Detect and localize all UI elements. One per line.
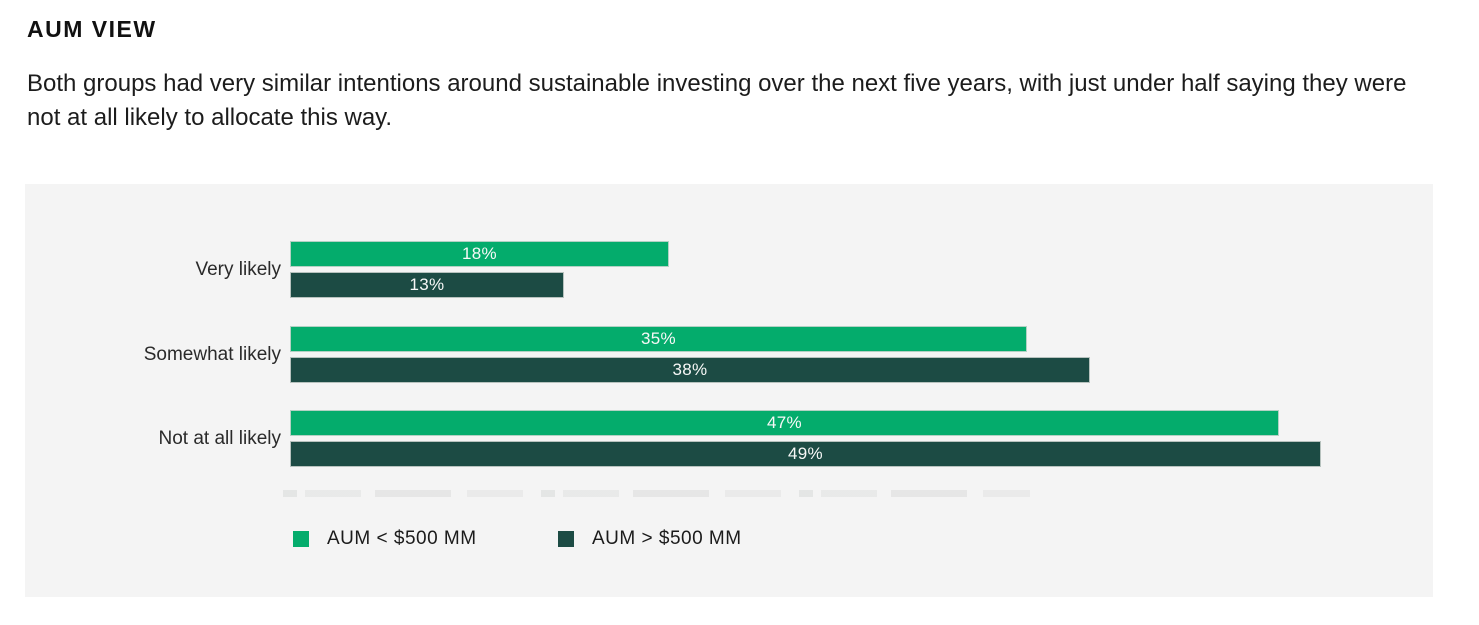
page-header: AUM VIEW Both groups had very similar in… [27,16,1447,135]
bar-aum-over-500mm-very-likely: 13% [290,272,564,298]
bar-value-label: 18% [462,244,497,263]
bar-aum-under-500mm-somewhat-likely: 35% [290,326,1027,352]
legend-label-aum-under-500mm: AUM < $500 MM [327,528,477,549]
bar-aum-under-500mm-not-at-all-likely: 47% [290,410,1279,436]
page-title: AUM VIEW [27,16,157,42]
bar-value-label: 35% [641,329,676,348]
chart-row-very-likely: Very likely 18% 13% [25,241,1433,298]
bar-value-label: 38% [672,360,708,379]
legend-label-aum-over-500mm: AUM > $500 MM [592,528,742,549]
chart-row-not-at-all-likely: Not at all likely 47% 49% [25,410,1433,467]
bar-aum-under-500mm-very-likely: 18% [290,241,669,267]
bar-value-label: 13% [409,275,445,294]
bar-aum-over-500mm-somewhat-likely: 38% [290,357,1090,383]
bar-chart-panel: Very likely 18% 13% Somewhat likely 35% … [25,184,1433,597]
category-label-very-likely: Very likely [195,258,281,280]
category-label-not-at-all-likely: Not at all likely [158,427,282,449]
chart-row-somewhat-likely: Somewhat likely 35% 38% [25,326,1433,383]
page-subtitle: Both groups had very similar intentions … [27,70,1407,131]
legend-item-aum-under-500mm: AUM < $500 MM [293,528,477,550]
bar-aum-over-500mm-not-at-all-likely: 49% [290,441,1321,467]
bar-value-label: 47% [767,413,802,432]
faded-footnote-remnant [283,490,1030,497]
legend-swatch-green-icon [293,531,309,547]
legend-swatch-dark-green-icon [558,531,574,547]
legend-item-aum-over-500mm: AUM > $500 MM [558,528,742,550]
category-label-somewhat-likely: Somewhat likely [143,343,281,365]
bar-value-label: 49% [788,444,823,463]
